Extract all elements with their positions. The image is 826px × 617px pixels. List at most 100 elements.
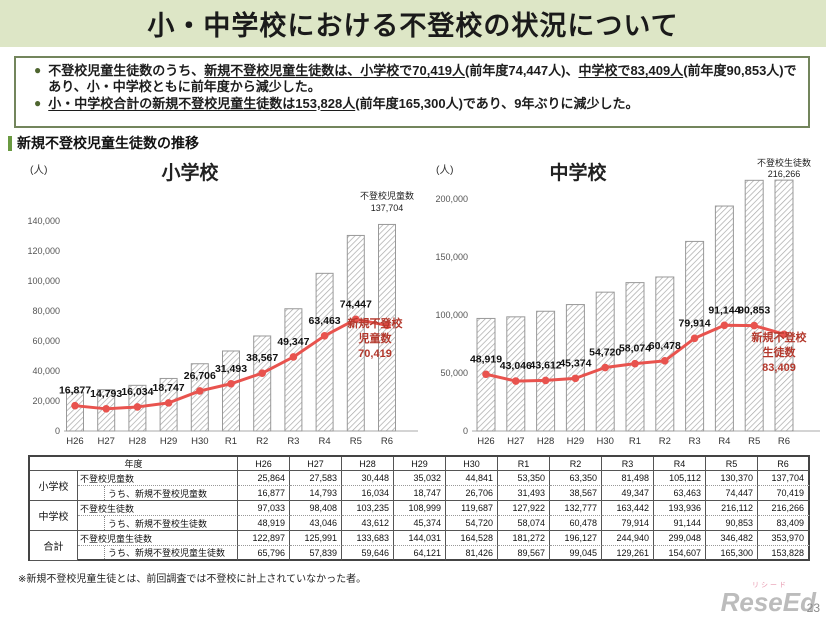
line-series-annotation: 新規不登校 [752,330,808,344]
table-cell: 74,447 [706,486,759,501]
line-value-label: 16,034 [121,386,153,398]
table-row: うち、新規不登校児童生徒数 65,796 57,839 59,646 64,121 81,… [30,546,811,561]
table-cell: 81,498 [602,471,655,486]
line-marker-H27 [512,377,520,385]
line-series-annotation: 児童数 [358,331,393,345]
x-tick-label: R3 [689,436,701,447]
line-marker-R4 [720,321,729,330]
bar-R1 [222,350,240,432]
table-row: うち、新規不登校児童数 16,877 14,793 16,034 18,747 26,70… [30,486,811,501]
table-cell: 18,747 [394,486,447,501]
y-tick-label: 0 [463,426,468,436]
bar-R5 [346,234,365,432]
page-number: 23 [806,601,820,615]
table-header-R4: R4 [654,457,707,471]
line-series-annotation: 生徒数 [763,345,797,359]
table-cell: 54,720 [446,516,499,531]
table-cell: 38,567 [550,486,603,501]
table-cell: 16,034 [342,486,395,501]
line-marker-R1 [227,379,235,388]
section-heading: 新規不登校児童生徒数の推移 [8,133,199,153]
line-series-annotation: 70,419 [358,348,392,360]
line-marker-H30 [601,363,609,372]
line-value-label: 14,793 [90,388,122,400]
line-value-label: 18,747 [153,382,185,394]
axis-unit-label: (人) [436,164,454,176]
line-marker-H29 [164,399,173,407]
table-header-year: 年度 [30,457,239,471]
bar-series-annotation: 不登校児童数 [360,190,414,201]
line-value-label: 49,347 [277,336,309,348]
y-tick-label: 100,000 [435,310,468,320]
table-cell: 119,687 [446,501,499,516]
table-cell: 216,112 [706,501,759,516]
section-accent-bar [8,135,12,151]
table-cell: 165,300 [706,546,759,561]
table-header-R5: R5 [706,457,759,471]
x-tick-label: H27 [97,436,114,447]
table-row: 小学校 不登校児童数 25,864 27,583 30,448 35,032 44,841 5… [30,471,811,501]
table-row: 中学校 不登校生徒数 97,033 98,408 103,235 108,999 119,6… [30,501,811,531]
table-header-H30: H30 [446,457,499,471]
table-cell: 181,272 [498,531,551,546]
summary-bullet-text: 小・中学校合計の新規不登校児童生徒数は153,828人(前年度165,300人)… [48,95,639,111]
table-cell: 26,706 [446,486,499,501]
table-cell: 122,897 [238,531,291,546]
table-group-小学校: 小学校 [30,471,78,501]
summary-bullet-2: ● 小・中学校合計の新規不登校児童生徒数は153,828人(前年度165,300人… [24,96,800,112]
line-marker-R3 [289,353,298,361]
table-cell: 346,482 [706,531,759,546]
table-group-合計: 合計 [30,531,78,561]
y-tick-label: 140,000 [28,216,60,226]
table-cell: 79,914 [602,516,655,531]
table-cell: 53,350 [498,471,551,486]
line-value-label: 16,877 [59,385,91,397]
table-cell: 81,426 [446,546,499,561]
chart-title: 小学校 [161,161,219,184]
table-cell: 25,864 [238,471,291,486]
logo-text: ReseEd [720,587,816,617]
table-cell: 353,970 [758,531,811,546]
x-tick-label: H28 [537,436,554,447]
footnote: ※新規不登校児童生徒とは、前回調査では不登校に計上されていなかった者。 [18,574,367,585]
bar-R2 [253,335,272,432]
table-header-H28: H28 [342,457,395,471]
table-header-R6: R6 [758,457,811,471]
table-cell: 35,032 [394,471,447,486]
x-tick-label: H30 [596,436,613,447]
bar-R5 [744,179,764,432]
table-cell: 164,528 [446,531,499,546]
line-marker-R5 [750,321,758,330]
y-tick-label: 80,000 [32,306,60,316]
bar-R2 [655,276,675,432]
y-tick-label: 40,000 [32,366,60,376]
x-tick-label: H29 [160,436,177,447]
table-cell: 98,408 [290,501,343,516]
line-value-label: 58,074 [619,343,651,355]
line-marker-H29 [571,374,580,383]
table-cell: 133,683 [342,531,395,546]
x-tick-label: R4 [718,436,730,447]
bar-H28 [536,310,556,432]
table-header-H27: H27 [290,457,343,471]
bullet-icon: ● [34,95,42,110]
table-cell: 14,793 [290,486,343,501]
table-cell: 196,127 [550,531,603,546]
table-cell: 48,919 [238,516,291,531]
x-tick-label: H27 [507,436,524,447]
table-cell: 244,940 [602,531,655,546]
bar-R3 [284,308,303,432]
line-value-label: 63,463 [309,315,341,327]
table-cell: 129,261 [602,546,655,561]
x-tick-label: R5 [748,436,760,447]
bullet-icon: ● [34,63,42,77]
summary-bullet-1: ● 不登校児童生徒数のうち、新規不登校児童生徒数は、小学校で70,419人(前年度… [24,63,800,96]
line-marker-R6 [780,330,788,339]
table-cell: 108,999 [394,501,447,516]
table-cell: 130,370 [706,471,759,486]
bar-series-annotation: 216,266 [768,169,801,179]
x-tick-label: R1 [225,436,237,447]
line-marker-H26 [482,370,490,379]
x-tick-label: H26 [477,436,494,447]
